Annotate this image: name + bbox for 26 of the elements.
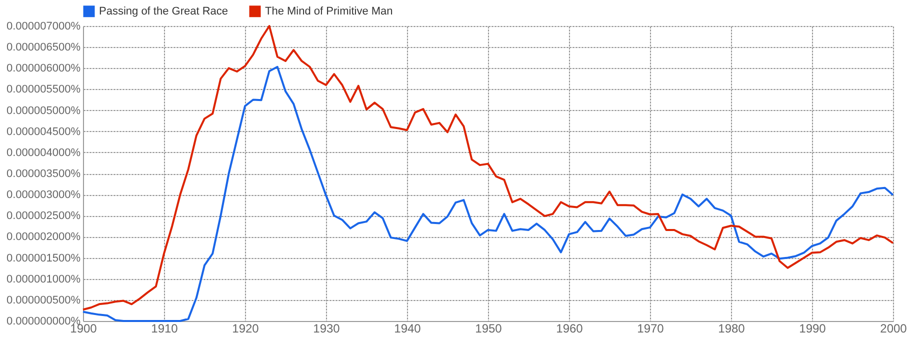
y-tick-label: 0.000003500% (6, 168, 81, 180)
y-tick-label: 0.000004000% (6, 146, 81, 159)
legend-label: Passing of the Great Race (99, 5, 228, 18)
x-tick-label: 1960 (556, 322, 584, 336)
x-tick-label: 1930 (313, 322, 340, 336)
y-tick-label: 0.000003000% (6, 189, 81, 202)
y-tick-label: 0.000007000% (6, 20, 81, 32)
y-tick-label: 0.000006000% (6, 62, 81, 75)
y-tick-label: 0.000000500% (6, 294, 81, 306)
x-tick-label: 1980 (718, 322, 746, 336)
x-tick-label: 1970 (637, 322, 664, 336)
x-tick-label: 1990 (799, 322, 826, 336)
y-tick-label: 0.000001000% (6, 273, 81, 286)
y-tick-label: 0.000006500% (6, 42, 81, 54)
y-tick-label: 0.000004500% (6, 126, 81, 138)
x-tick-label: 1950 (475, 322, 502, 336)
y-tick-label: 0.000002000% (6, 231, 81, 244)
x-tick-label: 1910 (151, 322, 178, 336)
x-tick-label: 2000 (880, 322, 908, 336)
x-tick-label: 1920 (232, 322, 260, 336)
y-tick-label: 0.000005500% (6, 84, 81, 96)
legend-label: The Mind of Primitive Man (265, 5, 393, 18)
y-tick-label: 0.000001500% (6, 252, 81, 264)
y-tick-label: 0.000005000% (6, 104, 81, 117)
x-tick-label: 1940 (394, 322, 422, 336)
y-tick-label: 0.000002500% (6, 210, 81, 222)
